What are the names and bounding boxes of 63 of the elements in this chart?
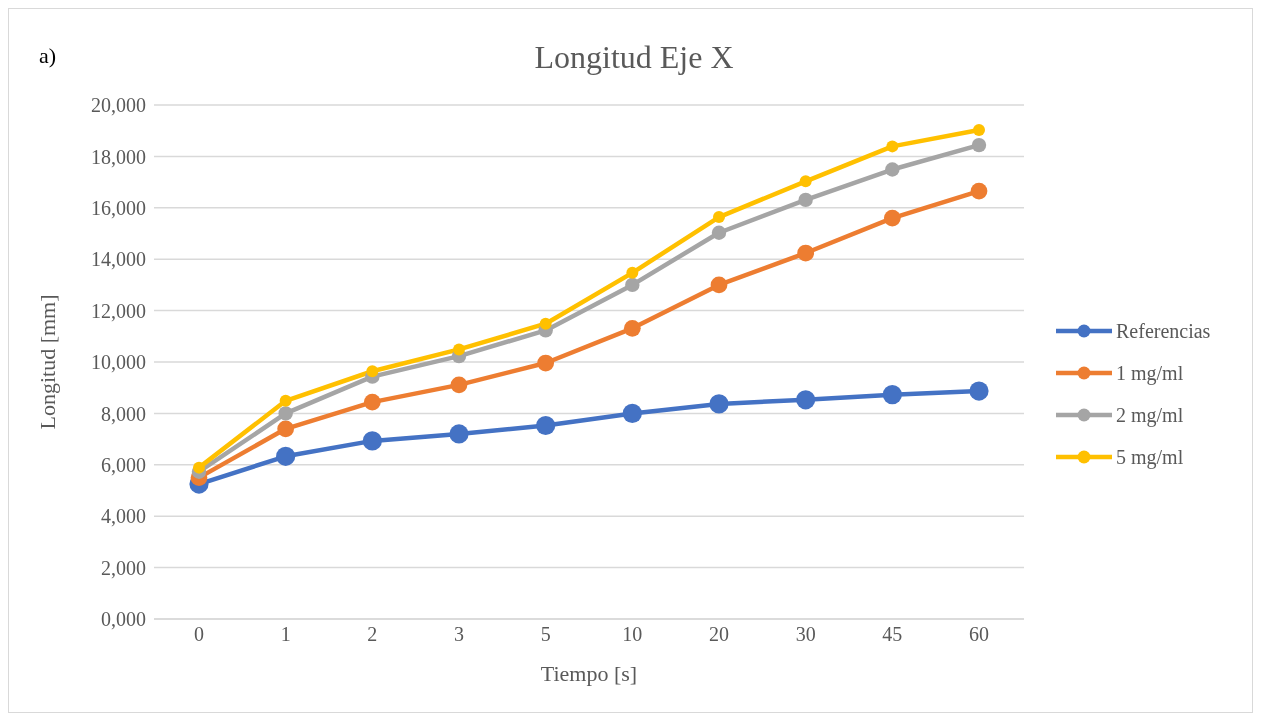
y-tick-label: 12,000 <box>91 299 146 322</box>
point <box>276 446 296 466</box>
point <box>796 390 816 410</box>
point <box>450 376 468 394</box>
point <box>885 162 900 177</box>
point <box>799 175 812 188</box>
point <box>710 276 728 294</box>
point <box>363 393 381 411</box>
point <box>886 140 899 153</box>
x-tick-label: 2 <box>367 623 378 646</box>
point <box>366 365 379 378</box>
point <box>971 137 987 153</box>
legend-label: 5 mg/ml <box>1116 445 1184 469</box>
y-tick-label: 18,000 <box>91 145 146 168</box>
point <box>709 394 729 414</box>
point <box>797 244 815 262</box>
point <box>362 431 382 451</box>
point <box>713 211 725 224</box>
point <box>279 394 292 407</box>
point <box>539 317 552 330</box>
point <box>622 403 642 423</box>
y-tick-label: 0,000 <box>101 608 146 631</box>
point <box>453 343 465 356</box>
point <box>711 225 727 240</box>
point <box>882 385 902 405</box>
x-tick-label: 1 <box>280 623 291 646</box>
x-tick-label: 3 <box>454 623 464 646</box>
point <box>537 354 555 372</box>
legend-label: 1 mg/ml <box>1116 361 1184 385</box>
point <box>626 266 639 279</box>
point <box>623 319 641 337</box>
y-tick-label: 10,000 <box>91 351 146 374</box>
point <box>973 123 985 136</box>
y-tick-label: 14,000 <box>91 248 146 271</box>
point <box>969 381 989 401</box>
legend-label: 2 mg/ml <box>1116 403 1184 427</box>
point <box>536 415 556 436</box>
y-tick-label: 6,000 <box>101 453 146 476</box>
y-tick-label: 8,000 <box>101 402 146 425</box>
point <box>449 424 469 444</box>
point <box>970 182 988 200</box>
point <box>625 277 640 293</box>
x-tick-label: 20 <box>709 623 729 646</box>
y-tick-label: 20,000 <box>91 94 146 117</box>
point <box>193 461 205 474</box>
chart-title: Longitud Eje X <box>534 39 734 75</box>
x-axis-title: Tiempo [s] <box>540 661 638 686</box>
x-tick-label: 0 <box>194 623 204 646</box>
text: a) <box>39 43 57 69</box>
point <box>798 192 813 208</box>
legend-label: Referencias <box>1116 319 1211 343</box>
y-tick-label: 16,000 <box>91 196 146 219</box>
point <box>278 406 293 421</box>
x-tick-label: 60 <box>969 623 989 646</box>
x-tick-label: 30 <box>795 623 816 646</box>
x-tick-label: 10 <box>622 623 643 646</box>
x-tick-label: 45 <box>882 623 903 646</box>
point <box>883 209 901 227</box>
y-tick-label: 2,000 <box>101 556 146 579</box>
y-tick-label: 4,000 <box>101 505 146 528</box>
y-axis-title: Longitud [mm] <box>34 294 60 430</box>
point <box>277 420 295 438</box>
x-tick-label: 5 <box>540 623 551 646</box>
